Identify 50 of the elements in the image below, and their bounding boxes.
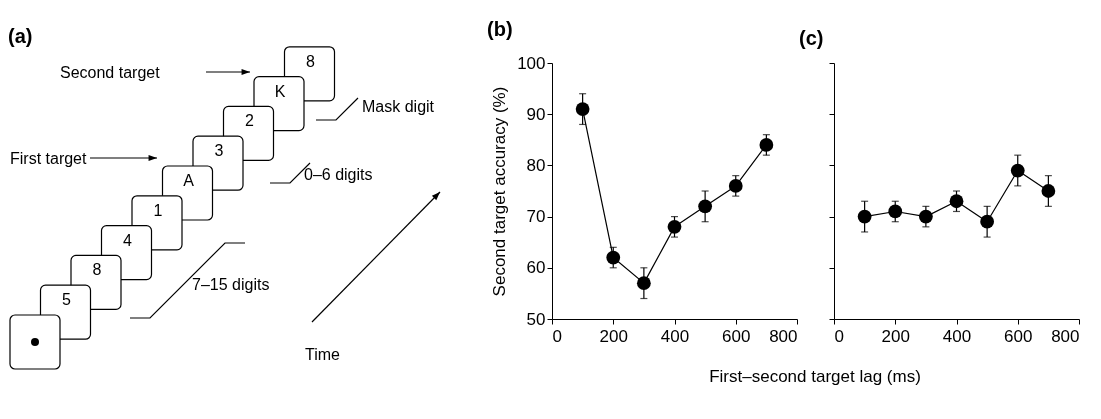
text: 8	[306, 52, 316, 70]
point	[949, 194, 964, 209]
text: Mask digit	[362, 98, 435, 115]
point	[667, 219, 682, 234]
y-tick-label: 70	[526, 207, 546, 227]
x-axis-title: First–second target lag (ms)	[708, 367, 922, 387]
x-tick-label: 800	[769, 326, 798, 346]
text: Second target	[60, 64, 161, 81]
point	[1010, 163, 1025, 178]
text: A	[183, 172, 195, 189]
point	[698, 199, 713, 214]
text: 8	[92, 261, 102, 279]
chart-title: (c)	[799, 26, 824, 49]
point	[980, 214, 995, 229]
y-tick-label: 50	[526, 309, 546, 329]
y-tick-label: 60	[526, 258, 546, 278]
point	[575, 102, 590, 116]
x-tick-label: 200	[599, 326, 628, 346]
text: 2	[245, 112, 255, 130]
x-tick-label: 0	[834, 326, 844, 346]
text: 0–6 digits	[304, 166, 373, 183]
text: 7–15 digits	[192, 276, 270, 293]
text: K	[274, 82, 286, 100]
x-tick-label: 400	[942, 326, 972, 346]
y-tick-label: 100	[517, 53, 546, 73]
point	[759, 138, 774, 152]
text: 5	[62, 291, 72, 309]
y-tick-label: 90	[526, 104, 546, 124]
point	[918, 209, 933, 224]
text: Time	[305, 346, 341, 363]
x-tick-label: 600	[722, 326, 751, 346]
chart-title: (b)	[487, 18, 513, 40]
y-axis-title: Second target accuracy (%)	[490, 86, 510, 297]
point	[606, 250, 621, 265]
point	[728, 179, 743, 193]
y-tick-label: 80	[526, 155, 546, 175]
x-tick-label: 800	[1051, 326, 1080, 346]
point	[1041, 184, 1056, 198]
text: (a)	[8, 25, 33, 47]
text: 4	[123, 231, 133, 249]
text: First target	[10, 150, 88, 167]
text: 3	[214, 142, 224, 160]
x-tick-label: 400	[660, 326, 690, 346]
x-tick-label: 600	[1004, 326, 1033, 346]
x-tick-label: 200	[881, 326, 910, 346]
x-tick-label: 0	[552, 326, 562, 346]
text: 1	[153, 201, 163, 219]
point	[888, 204, 903, 219]
point	[857, 209, 872, 224]
point	[636, 276, 651, 291]
